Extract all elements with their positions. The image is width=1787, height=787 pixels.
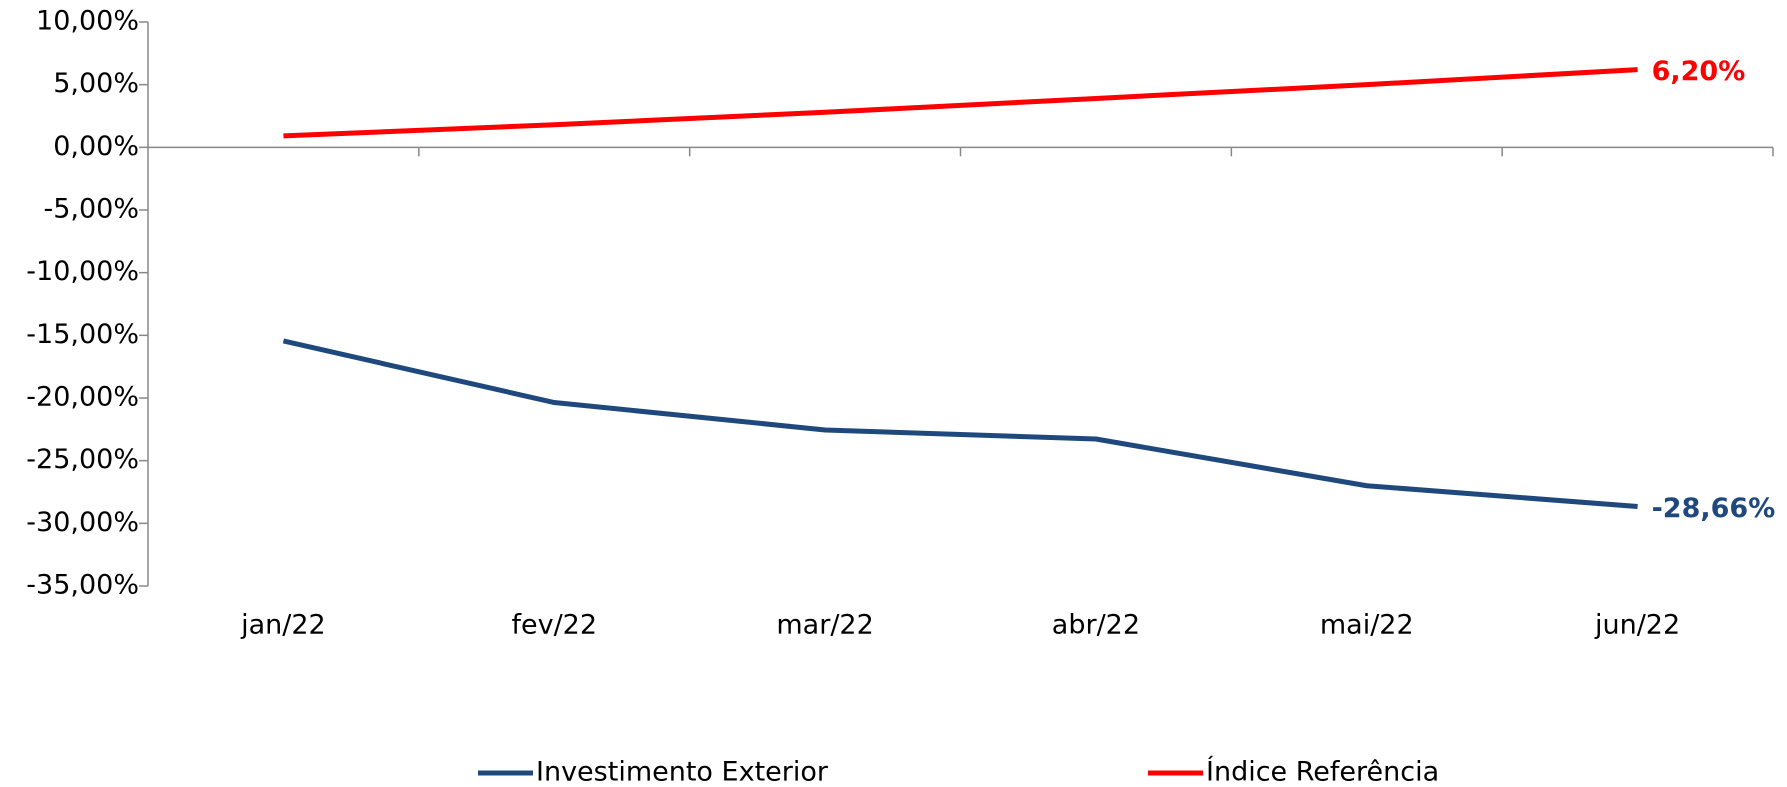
data-label: -28,66% — [1652, 493, 1776, 524]
y-tick-label: -10,00% — [26, 256, 139, 287]
line-series — [283, 67, 1638, 139]
y-tick-label: -35,00% — [26, 570, 139, 601]
x-tick-label: jan/22 — [240, 610, 326, 641]
y-tick-label: 10,00% — [36, 6, 139, 37]
y-tick-label: 5,00% — [53, 68, 139, 99]
y-tick-label: -15,00% — [26, 319, 139, 350]
y-tick-label: -20,00% — [26, 382, 139, 413]
y-tick-label: 0,00% — [53, 131, 139, 162]
legend-label: Investimento Exterior — [536, 757, 829, 787]
x-tick-label: abr/22 — [1052, 610, 1140, 641]
y-tick-label: -30,00% — [26, 507, 139, 538]
x-tick-label: fev/22 — [511, 610, 597, 641]
x-tick-label: jun/22 — [1594, 610, 1680, 641]
x-tick-label: mai/22 — [1320, 610, 1414, 641]
line-series — [282, 338, 1638, 510]
data-label: 6,20% — [1652, 56, 1746, 87]
legend-label: Índice Referência — [1206, 756, 1439, 787]
x-tick-label: mar/22 — [776, 610, 873, 641]
y-tick-label: -5,00% — [43, 194, 139, 225]
y-tick-label: -25,00% — [26, 444, 139, 475]
